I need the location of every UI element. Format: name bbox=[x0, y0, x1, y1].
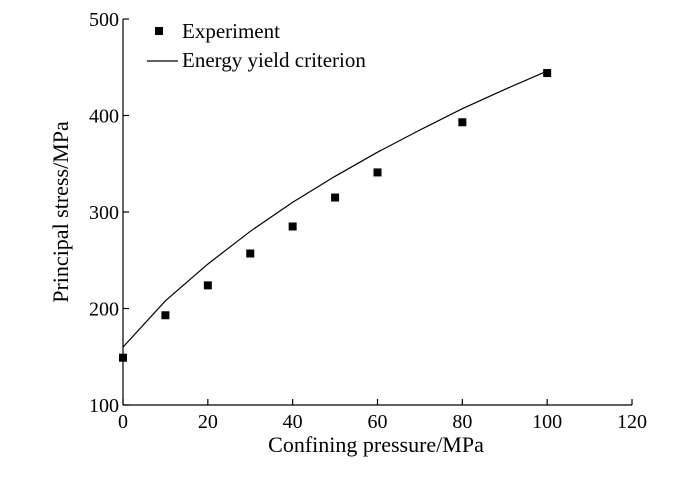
experiment-point bbox=[458, 118, 467, 127]
x-tick-label: 0 bbox=[118, 411, 128, 433]
x-tick-label: 80 bbox=[452, 411, 472, 433]
series bbox=[119, 69, 552, 362]
y-tick-label: 400 bbox=[89, 106, 119, 128]
x-tick-label: 40 bbox=[283, 411, 303, 433]
y-axis-title: Principal stress/MPa bbox=[48, 121, 73, 303]
ticks: 0 20 40 60 80 100 120 100 200 300 400 500 bbox=[89, 9, 647, 433]
x-axis-title: Confining pressure/MPa bbox=[268, 432, 484, 457]
x-tick-label: 120 bbox=[617, 411, 647, 433]
legend-marker-experiment bbox=[155, 27, 163, 35]
legend-label-energy: Energy yield criterion bbox=[182, 48, 366, 72]
experiment-point bbox=[373, 168, 382, 177]
experiment-point bbox=[119, 353, 127, 362]
legend-label-experiment: Experiment bbox=[182, 19, 280, 43]
experiment-point bbox=[331, 193, 340, 202]
experiment-point bbox=[543, 69, 552, 78]
experiment-point bbox=[288, 222, 297, 231]
experiment-point bbox=[203, 281, 212, 290]
axes bbox=[122, 19, 632, 406]
y-tick-label: 500 bbox=[89, 9, 119, 31]
y-tick-label: 300 bbox=[89, 202, 119, 224]
x-tick-label: 100 bbox=[532, 411, 562, 433]
experiment-point bbox=[161, 311, 170, 320]
x-tick-label: 60 bbox=[368, 411, 388, 433]
series-line-energy-yield-criterion bbox=[122, 70, 548, 348]
y-tick-label: 100 bbox=[89, 395, 119, 417]
x-tick-label: 20 bbox=[198, 411, 218, 433]
y-tick-label: 200 bbox=[89, 299, 119, 321]
legend: Experiment Energy yield criterion bbox=[147, 19, 366, 72]
experiment-point bbox=[246, 249, 255, 258]
